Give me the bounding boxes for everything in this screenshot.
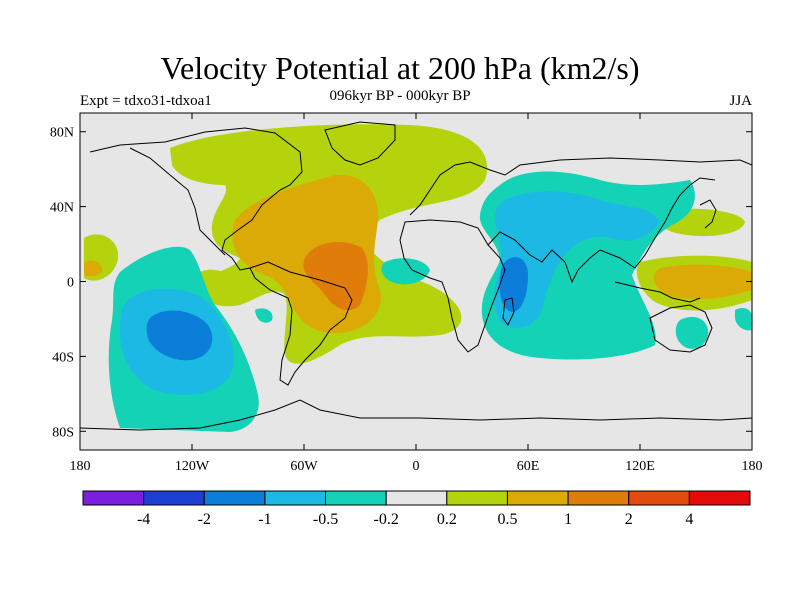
y-axis: 80N 40N 0 40S 80S — [50, 126, 752, 440]
x-tick-label: 120W — [175, 459, 210, 474]
coast-greenland — [324, 121, 396, 166]
y-tick-label: 40S — [52, 350, 74, 365]
colorbar-label: 0.5 — [497, 511, 517, 528]
y-tick-label: 0 — [67, 276, 74, 291]
colorbar-swatch — [82, 490, 145, 506]
colorbar-label: 1 — [564, 511, 572, 528]
coastlines — [80, 121, 752, 431]
coast-north-america — [89, 127, 303, 271]
negative-anomaly-pacific-small — [255, 308, 273, 323]
colorbar-label: 0.2 — [437, 511, 457, 528]
colorbar-label: 4 — [685, 511, 693, 528]
coast-north-america-west — [129, 147, 226, 256]
y-tick-label: 40N — [50, 201, 74, 216]
anomaly-neg-0-5-indian — [494, 191, 660, 328]
colorbar-swatch — [446, 490, 508, 506]
colorbar-swatch — [567, 490, 630, 506]
experiment-label: Expt = tdxo31-tdxoa1 — [80, 93, 212, 109]
x-tick-label: 60E — [517, 459, 540, 474]
negative-anomaly-australia — [675, 316, 709, 349]
anomaly-neg-1-pacific — [146, 310, 213, 361]
coast-south-america — [249, 261, 353, 386]
colorbar-swatch — [143, 490, 205, 506]
coast-japan — [699, 199, 717, 229]
coast-maritime-continent — [614, 281, 701, 303]
colorbar-label: -4 — [137, 511, 150, 528]
x-tick-label: 180 — [742, 459, 763, 474]
colorbar: -4 -2 -1 -0.5 -0.2 0.2 0.5 1 2 4 — [82, 490, 751, 528]
colorbar-label: -1 — [258, 511, 271, 528]
coast-madagascar — [502, 297, 515, 326]
colorbar-swatch — [628, 490, 690, 506]
anomaly-neg-1-indian — [499, 257, 528, 312]
coast-africa — [399, 219, 506, 353]
colorbar-swatch — [506, 490, 569, 506]
coast-east-asia — [599, 177, 716, 269]
x-tick-label: 60W — [290, 459, 318, 474]
period-subtitle: 096kyr BP - 000kyr BP — [329, 88, 471, 104]
colorbar-swatch — [203, 490, 266, 506]
negative-anomaly-atlantic-small — [381, 258, 430, 285]
colorbar-swatch — [264, 490, 327, 506]
colorbar-label: 2 — [625, 511, 633, 528]
colorbar-label: -2 — [198, 511, 211, 528]
x-tick-label: 120E — [625, 459, 655, 474]
colorbar-swatch — [688, 490, 751, 506]
colorbar-swatch — [385, 490, 448, 506]
anomaly-0-5-west-pacific — [84, 260, 103, 277]
colorbar-label: -0.5 — [313, 511, 338, 528]
coast-arabia-india — [487, 231, 601, 284]
negative-anomaly-east-pacific — [735, 307, 752, 331]
coast-europe — [409, 157, 752, 216]
velocity-potential-contours — [80, 121, 752, 432]
coast-antarctica — [80, 399, 752, 431]
coast-australia — [649, 304, 713, 353]
y-tick-label: 80N — [50, 126, 74, 141]
colorbar-swatch — [325, 490, 387, 506]
x-axis: 180 120W 60W 0 60E 120E 180 — [70, 113, 763, 474]
map-title: Velocity Potential at 200 hPa (km2/s) — [160, 50, 640, 86]
colorbar-label: -0.2 — [374, 511, 399, 528]
x-tick-label: 180 — [70, 459, 91, 474]
season-label: JJA — [729, 93, 752, 109]
x-tick-label: 0 — [413, 459, 420, 474]
anomaly-0-5-maritime — [653, 264, 752, 300]
anomaly-1-tropical-atlantic — [303, 242, 368, 311]
y-tick-label: 80S — [52, 425, 74, 440]
